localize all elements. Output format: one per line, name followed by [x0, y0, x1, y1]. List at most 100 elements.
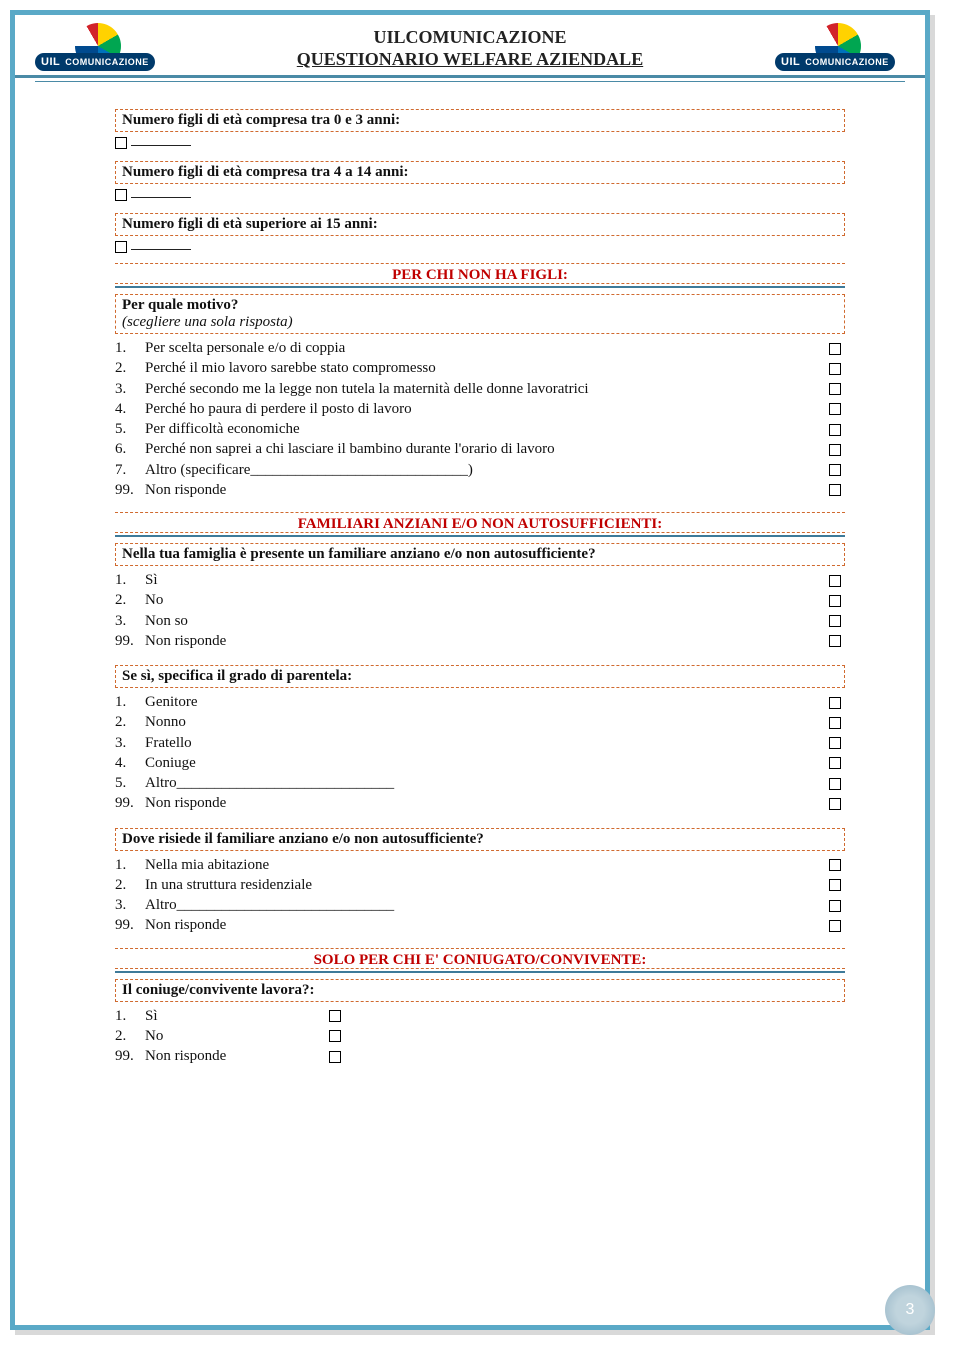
option-item: 6.Perché non saprei a chi lasciare il ba… [115, 439, 845, 459]
option-number: 2. [115, 590, 145, 610]
option-label: Non so [145, 611, 829, 631]
option-number: 3. [115, 895, 145, 915]
option-label: Nonno [145, 712, 829, 732]
checkbox-icon[interactable] [829, 484, 841, 496]
option-label: Coniuge [145, 753, 829, 773]
option-label: Non risponde [145, 1046, 329, 1066]
option-label: Per scelta personale e/o di coppia [145, 338, 829, 358]
checkbox-icon[interactable] [329, 1051, 341, 1063]
checkbox-icon[interactable] [829, 403, 841, 415]
option-number: 6. [115, 439, 145, 459]
checkbox-icon[interactable] [829, 615, 841, 627]
logo-text: UIL COMUNICAZIONE [35, 53, 155, 71]
question-risiede: Dove risiede il familiare anziano e/o no… [115, 828, 845, 851]
option-item: 99.Non risponde [115, 915, 845, 935]
checkbox-icon[interactable] [829, 343, 841, 355]
option-number: 99. [115, 631, 145, 651]
option-number: 99. [115, 915, 145, 935]
option-label: Genitore [145, 692, 829, 712]
option-number: 5. [115, 419, 145, 439]
input-figli-4-14[interactable] [115, 186, 845, 203]
option-label: Perché non saprei a chi lasciare il bamb… [145, 439, 829, 459]
checkbox-icon[interactable] [829, 424, 841, 436]
checkbox-icon[interactable] [829, 464, 841, 476]
option-item: 2.Perché il mio lavoro sarebbe stato com… [115, 358, 845, 378]
option-item: 99.Non risponde [115, 793, 845, 813]
section-no-figli: PER CHI NON HA FIGLI: [115, 265, 845, 288]
checkbox-icon[interactable] [829, 859, 841, 871]
checkbox-icon[interactable] [829, 635, 841, 647]
options-parentela: 1.Genitore2.Nonno3.Fratello4.Coniuge5.Al… [115, 692, 845, 814]
checkbox-icon[interactable] [829, 798, 841, 810]
checkbox-icon[interactable] [829, 757, 841, 769]
option-number: 99. [115, 1046, 145, 1066]
option-item: 1.Sì [115, 570, 845, 590]
option-number: 2. [115, 1026, 145, 1046]
option-item: 99.Non risponde [115, 1046, 345, 1066]
option-label: Altro_____________________________ [145, 895, 829, 915]
option-item: 5.Altro_____________________________ [115, 773, 845, 793]
question-figli-15: Numero figli di età superiore ai 15 anni… [115, 213, 845, 236]
option-item: 3.Perché secondo me la legge non tutela … [115, 379, 845, 399]
option-item: 2.Nonno [115, 712, 845, 732]
option-label: Non risponde [145, 631, 829, 651]
checkbox-icon[interactable] [829, 697, 841, 709]
option-label: Perché ho paura di perdere il posto di l… [145, 399, 829, 419]
option-label: Nella mia abitazione [145, 855, 829, 875]
input-figli-15[interactable] [115, 238, 845, 255]
logo-text: UIL COMUNICAZIONE [775, 53, 895, 71]
option-item: 1.Sì [115, 1006, 345, 1026]
checkbox-icon[interactable] [829, 879, 841, 891]
option-number: 3. [115, 379, 145, 399]
checkbox-icon[interactable] [829, 717, 841, 729]
option-number: 1. [115, 692, 145, 712]
option-item: 3.Altro_____________________________ [115, 895, 845, 915]
checkbox-icon[interactable] [829, 363, 841, 375]
checkbox-icon[interactable] [329, 1010, 341, 1022]
option-item: 7.Altro (specificare____________________… [115, 460, 845, 480]
option-number: 99. [115, 793, 145, 813]
checkbox-icon[interactable] [829, 900, 841, 912]
option-label: Sì [145, 570, 829, 590]
option-item: 2.In una struttura residenziale [115, 875, 845, 895]
section-familiari: FAMILIARI ANZIANI E/O NON AUTOSUFFICIENT… [115, 514, 845, 537]
checkbox-icon[interactable] [829, 575, 841, 587]
logo-left: UIL COMUNICAZIONE [35, 23, 165, 73]
option-item: 3.Fratello [115, 733, 845, 753]
option-number: 1. [115, 570, 145, 590]
checkbox-icon[interactable] [829, 737, 841, 749]
checkbox-icon[interactable] [829, 444, 841, 456]
logo-right: UIL COMUNICAZIONE [775, 23, 905, 73]
option-item: 99.Non risponde [115, 480, 845, 500]
option-item: 3.Non so [115, 611, 845, 631]
option-item: 2.No [115, 590, 845, 610]
option-label: Perché secondo me la legge non tutela la… [145, 379, 829, 399]
question-familiare-presente: Nella tua famiglia è presente un familia… [115, 543, 845, 566]
option-number: 1. [115, 855, 145, 875]
option-number: 4. [115, 753, 145, 773]
question-figli-4-14: Numero figli di età compresa tra 4 a 14 … [115, 161, 845, 184]
checkbox-icon[interactable] [829, 383, 841, 395]
option-item: 1.Genitore [115, 692, 845, 712]
checkbox-icon[interactable] [329, 1030, 341, 1042]
page-number-badge: 3 [885, 1285, 935, 1335]
option-label: Altro_____________________________ [145, 773, 829, 793]
option-label: Per difficoltà economiche [145, 419, 829, 439]
section-coniugato: SOLO PER CHI E' CONIUGATO/CONVIVENTE: [115, 950, 845, 973]
option-number: 1. [115, 1006, 145, 1026]
option-item: 5.Per difficoltà economiche [115, 419, 845, 439]
input-figli-0-3[interactable] [115, 134, 845, 151]
option-number: 3. [115, 733, 145, 753]
option-label: No [145, 1026, 329, 1046]
option-number: 7. [115, 460, 145, 480]
options-motivo: 1.Per scelta personale e/o di coppia2.Pe… [115, 338, 845, 500]
option-number: 2. [115, 875, 145, 895]
option-number: 99. [115, 480, 145, 500]
option-label: Fratello [145, 733, 829, 753]
checkbox-icon[interactable] [829, 920, 841, 932]
question-figli-0-3: Numero figli di età compresa tra 0 e 3 a… [115, 109, 845, 132]
checkbox-icon[interactable] [829, 595, 841, 607]
option-label: Non risponde [145, 915, 829, 935]
option-label: Non risponde [145, 793, 829, 813]
checkbox-icon[interactable] [829, 778, 841, 790]
